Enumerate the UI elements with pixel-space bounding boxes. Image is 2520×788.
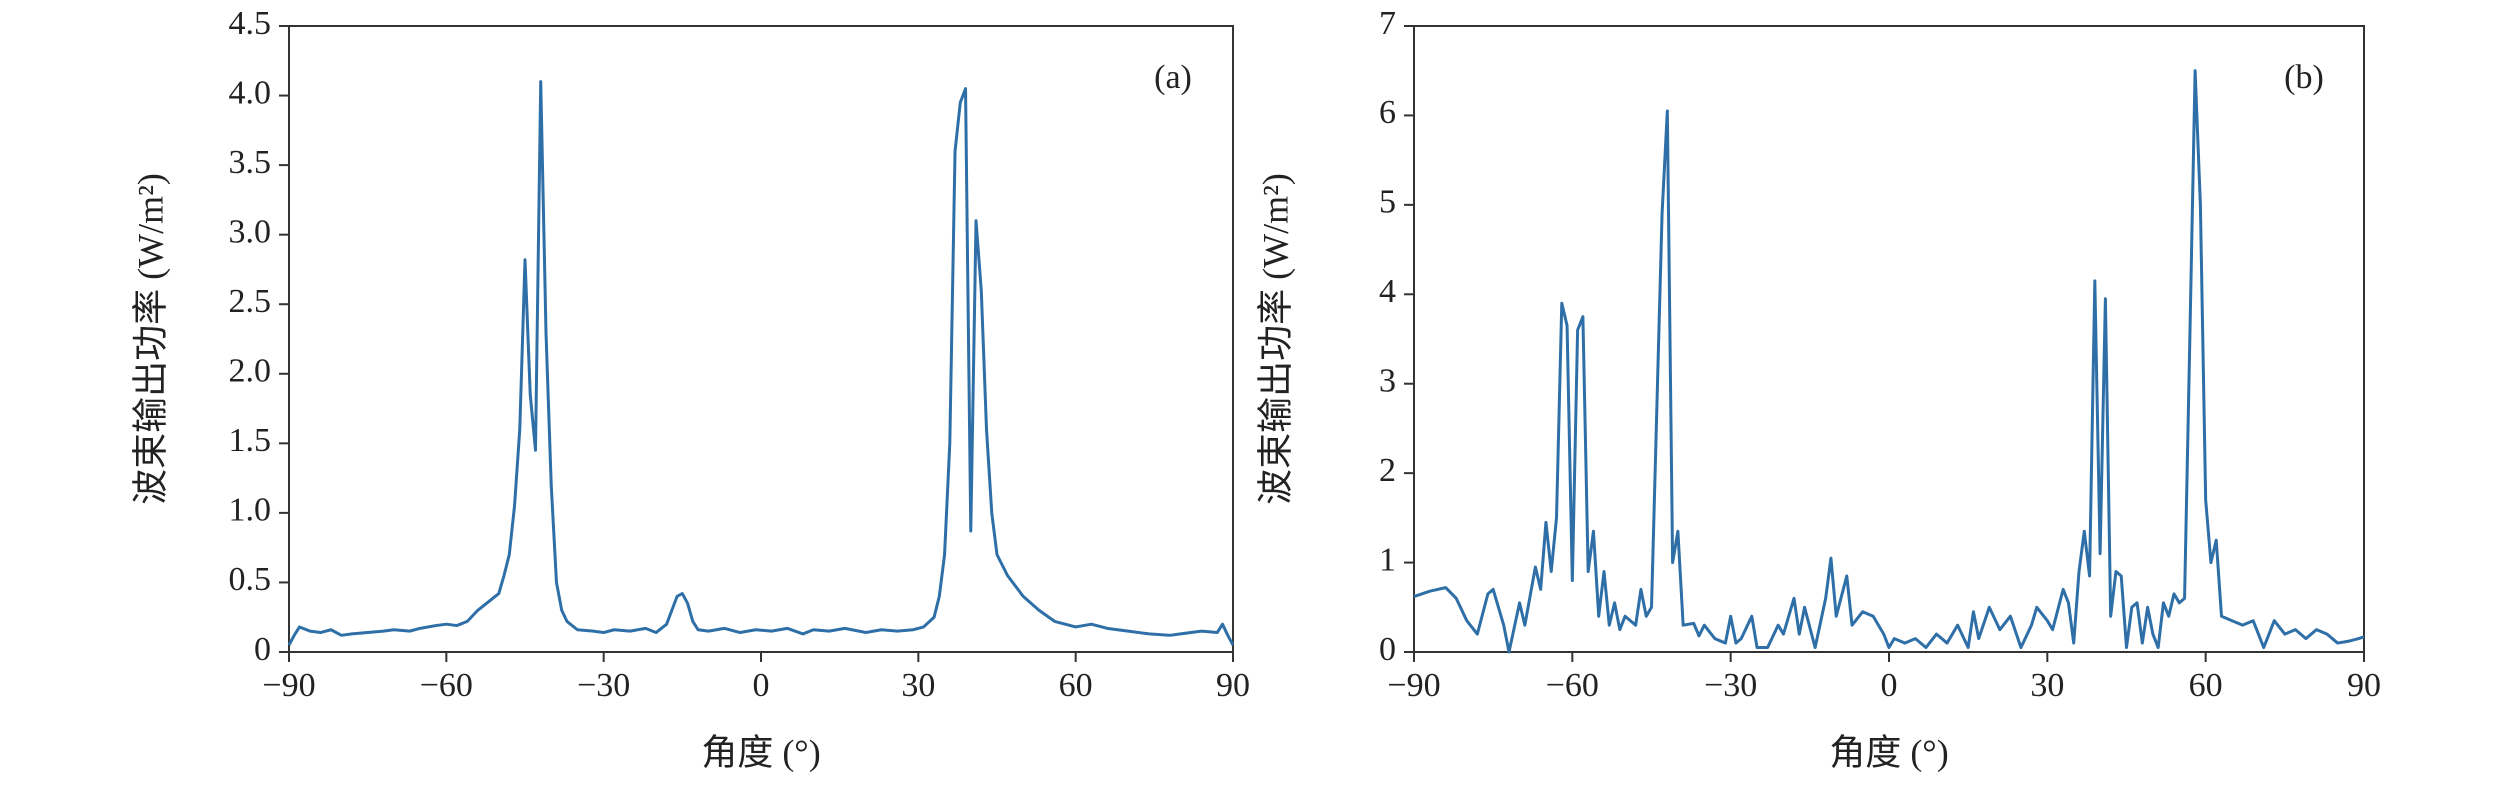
y-tick-label: 5 (1379, 184, 1396, 221)
y-tick-label: 2 (1379, 452, 1396, 489)
plot-frame (1413, 25, 2365, 653)
x-tick-label: 0 (1881, 667, 1898, 704)
x-tick-label: 30 (2030, 667, 2064, 704)
x-tick-label: 0 (753, 667, 770, 704)
y-tick-label: 2.5 (229, 283, 272, 320)
y-tick-label: 3.0 (229, 213, 272, 250)
y-axis-title: 波束输出功率 (W/m²) (130, 173, 170, 505)
y-tick-label: 0 (254, 631, 271, 668)
y-tick-label: 4.5 (229, 5, 272, 42)
plot-frame (288, 25, 1234, 653)
x-tick-label: 90 (2347, 667, 2381, 704)
x-axis-title: 角度 (°) (1829, 732, 1948, 772)
x-tick-label: 60 (1059, 667, 1093, 704)
panel-label: (b) (2284, 59, 2324, 96)
y-tick-label: 7 (1379, 5, 1396, 42)
y-tick-label: 2.0 (229, 353, 272, 390)
x-axis-title: 角度 (°) (701, 732, 820, 772)
data-line (1413, 69, 2365, 654)
y-tick-label: 4.0 (229, 74, 272, 111)
panel-label: (a) (1154, 59, 1192, 96)
x-tick-label: −30 (1704, 667, 1757, 704)
panel: −90 −60 −30 0 30 60 90 0 1 2 3 4 5 6 7 角度 (°) 波束输出功率 (W/… (1255, 5, 2381, 772)
y-tick-label: 3.5 (229, 144, 272, 181)
y-tick-label: 4 (1379, 273, 1396, 310)
panel: −90 −60 −30 0 30 60 90 0 0.5 1.0 1.5 2.0 2.5 3.0 3.5 4.… (130, 5, 1250, 772)
y-tick-label: 1.0 (229, 492, 272, 529)
y-tick-label: 3 (1379, 363, 1396, 400)
x-tick-label: −60 (420, 667, 473, 704)
x-tick-label: −60 (1546, 667, 1599, 704)
data-line (287, 80, 1235, 646)
y-tick-label: 6 (1379, 94, 1396, 131)
x-tick-label: 30 (901, 667, 935, 704)
y-tick-label: 1 (1379, 541, 1396, 578)
x-tick-label: −90 (262, 667, 315, 704)
x-tick-label: 60 (2189, 667, 2223, 704)
y-axis-title: 波束输出功率 (W/m²) (1255, 173, 1295, 505)
x-tick-label: −90 (1387, 667, 1440, 704)
x-tick-label: −30 (577, 667, 630, 704)
x-tick-label: 90 (1216, 667, 1250, 704)
y-tick-label: 0.5 (229, 561, 272, 598)
y-tick-label: 0 (1379, 631, 1396, 668)
y-tick-label: 1.5 (229, 422, 272, 459)
